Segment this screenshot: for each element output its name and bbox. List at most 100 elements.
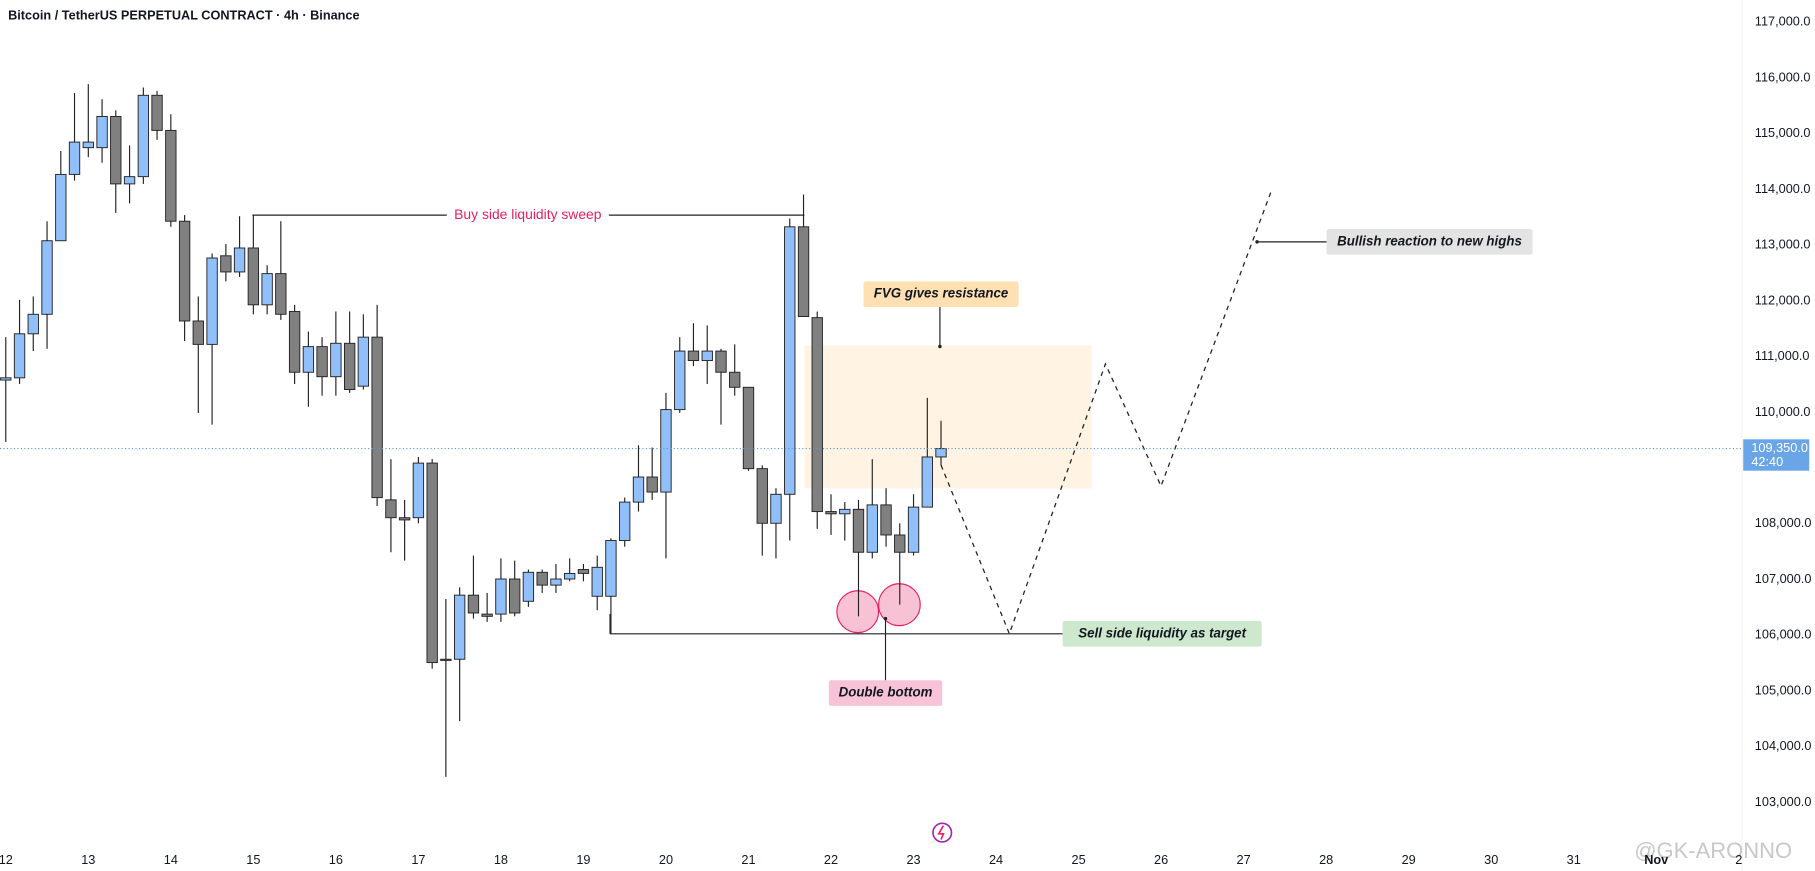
x-tick-label: 27 (1237, 852, 1251, 867)
candle-body (330, 342, 342, 378)
candle-body (178, 220, 191, 322)
candle-body (674, 350, 686, 411)
countdown-label: 42:40 (1751, 454, 1783, 469)
label-box (1326, 229, 1533, 255)
label-box (828, 680, 943, 706)
candle-body (261, 273, 273, 306)
leader-dot (883, 616, 888, 621)
candle-body (632, 476, 645, 503)
candle-body (426, 462, 438, 664)
y-tick-label: 111,000.0 (1755, 348, 1810, 363)
candle-body (123, 176, 136, 185)
candle-body (839, 508, 851, 515)
candle-body (357, 336, 370, 387)
candle-body (82, 141, 94, 149)
candle-body (453, 594, 466, 660)
fvg-zone (804, 345, 1092, 489)
candle-body (921, 456, 933, 508)
candle-body (467, 594, 480, 614)
candle-body (509, 578, 521, 614)
leader-dot (938, 344, 942, 349)
x-tick-label: 2 (1735, 852, 1742, 867)
y-tick-label: 115,000.0 (1755, 125, 1811, 140)
candle-body (398, 517, 411, 521)
candle-body (852, 508, 865, 553)
last-price-label: 109,350.0 (1751, 440, 1808, 455)
candle-body (591, 566, 603, 597)
bottom-circle (836, 590, 880, 634)
candle-body (563, 572, 576, 580)
candle-body (784, 226, 796, 495)
candle-body (110, 116, 122, 185)
candle-body (247, 247, 260, 306)
candle-body (619, 501, 631, 542)
y-tick-label: 116,000.0 (1755, 69, 1811, 84)
y-tick-label: 106,000.0 (1755, 627, 1812, 642)
candle-body (605, 540, 617, 597)
candle-body (536, 571, 548, 586)
candle-body (316, 346, 328, 378)
candle-body (797, 226, 810, 317)
label-bg (446, 204, 609, 226)
candle-body (907, 506, 920, 553)
candle-body (302, 346, 315, 373)
candle-body (550, 578, 562, 586)
y-tick-label: 104,000.0 (1755, 738, 1812, 753)
x-tick-label: 13 (81, 852, 95, 867)
x-tick-label: 23 (906, 852, 920, 867)
y-tick-label: 105,000.0 (1755, 682, 1812, 697)
candle-body (440, 658, 452, 661)
x-tick-label: 30 (1484, 852, 1498, 867)
candle-body (55, 173, 67, 242)
candle-body (481, 613, 493, 617)
candle-body (729, 371, 741, 388)
annotation-label: Bullish reaction to new highs (1337, 233, 1522, 248)
candle-body (756, 468, 768, 524)
annotation-label: Buy side liquidity sweep (454, 206, 602, 222)
candle-body (894, 534, 906, 553)
candle-body (577, 569, 590, 574)
x-tick-label: 28 (1319, 852, 1333, 867)
annotation-label: FVG gives resistance (874, 286, 1009, 301)
leader-dot (1255, 240, 1259, 244)
candle-body (151, 94, 163, 131)
candle-body (385, 499, 397, 519)
x-tick-label: 12 (0, 852, 13, 867)
candle-body (13, 333, 26, 379)
candle-body (880, 504, 892, 536)
candle-body (522, 571, 535, 602)
annotation-label: Double bottom (839, 685, 933, 700)
candle-body (220, 255, 232, 273)
label-box (863, 281, 1019, 308)
candle-body (233, 247, 246, 273)
candle-body (137, 94, 150, 178)
x-tick-label: Nov (1644, 852, 1669, 867)
x-tick-label: 15 (246, 852, 260, 867)
label-box (1062, 620, 1262, 647)
candle-body (811, 317, 823, 513)
candle-body (165, 129, 177, 222)
y-tick-label: 114,000.0 (1755, 181, 1811, 196)
candle-body (371, 336, 383, 499)
candle-body (275, 273, 287, 315)
candle-body (96, 116, 108, 149)
candle-body (412, 462, 425, 519)
candle-body (660, 409, 672, 493)
candle-body (343, 342, 356, 390)
annotations: Buy side liquidity sweep FVG gives resist… (252, 191, 1533, 706)
candle-body (206, 257, 218, 345)
x-tick-label: 18 (494, 852, 508, 867)
x-tick-label: 26 (1154, 852, 1168, 867)
candle-body (935, 448, 947, 458)
x-tick-label: 24 (989, 852, 1003, 867)
x-tick-label: 16 (329, 852, 343, 867)
candle-body (825, 511, 837, 515)
y-tick-label: 112,000.0 (1755, 292, 1811, 307)
x-tick-label: 25 (1072, 852, 1086, 867)
logo-icon (932, 822, 953, 843)
candle-body (27, 313, 39, 335)
candle-body (715, 350, 727, 373)
y-tick-label: 107,000.0 (1755, 571, 1812, 586)
candle-body (495, 578, 507, 615)
